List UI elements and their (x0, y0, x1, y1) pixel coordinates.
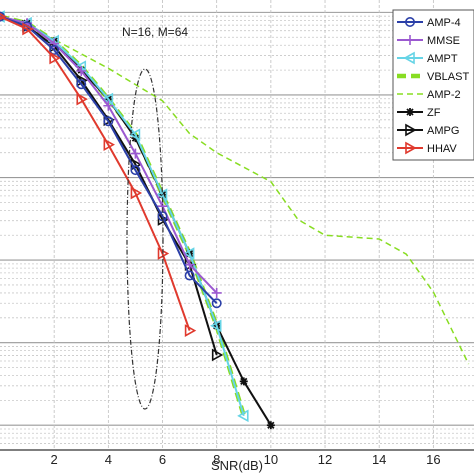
x-tick-label: 12 (318, 452, 332, 467)
legend-label: ZF (427, 107, 441, 119)
data-point-amp-4 (103, 116, 114, 127)
legend-label: HHAV (427, 143, 457, 155)
x-tick-label: 14 (372, 452, 386, 467)
data-point-hhav (0, 12, 7, 21)
legend-item-ampt: AMPT (397, 51, 458, 65)
data-point-zf-dot (241, 379, 246, 384)
legend-item-zf: ZF (397, 107, 441, 119)
data-point-mmse (184, 259, 195, 270)
data-point-amp-4 (130, 165, 141, 176)
data-point-mmse (211, 287, 222, 298)
series-line-hhav (0, 15, 191, 331)
x-tick-labels: 24681012141618 (51, 452, 441, 467)
data-point-ampt (182, 247, 195, 260)
grid (0, 0, 474, 451)
legend-marker (403, 51, 415, 65)
legend-marker (405, 35, 415, 45)
data-point-mmse (76, 66, 87, 77)
legend-item-vblast: VBLAST (397, 71, 469, 83)
legend-marker (405, 123, 417, 137)
data-point-amp-4 (49, 45, 60, 56)
highlight-ellipse (126, 68, 164, 410)
legend-label: AMP-2 (427, 89, 461, 101)
legend-item-hhav: HHAV (397, 141, 457, 155)
legend-label: MMSE (427, 35, 460, 47)
data-point-hhav (130, 186, 143, 200)
data-point-mmse (130, 148, 141, 159)
series-line-amp-4 (0, 15, 218, 304)
legend-label: AMPT (427, 53, 458, 65)
legend-item-mmse: MMSE (397, 35, 460, 47)
series-amp-4 (0, 11, 222, 309)
legend-item-ampg: AMPG (397, 123, 459, 137)
data-point-mmse (103, 100, 114, 111)
series-amp-2 (0, 15, 470, 365)
x-tick-label: 16 (426, 452, 440, 467)
legend-marker (404, 16, 415, 27)
x-tick-label: 4 (105, 452, 112, 467)
data-point-hhav (103, 138, 115, 152)
data-point-ampt (128, 128, 141, 142)
data-point-hhav (184, 324, 197, 337)
legend-marker-dot (407, 109, 413, 115)
legend-label: AMP-4 (427, 17, 461, 29)
data-point-ampg (211, 348, 224, 362)
legend-box (392, 9, 474, 161)
data-point-amp-4 (211, 298, 222, 309)
x-tick-label: 2 (51, 452, 58, 467)
data-point-ampt (237, 409, 249, 423)
data-point-mmse (49, 38, 60, 49)
x-tick-label: 6 (159, 452, 166, 467)
data-point-ampt (210, 319, 222, 333)
data-point-amp-4 (184, 270, 195, 281)
data-point-hhav (76, 92, 88, 106)
legend-label: AMPG (427, 125, 459, 137)
data-point-mmse (0, 11, 5, 22)
series-line-amp-2 (0, 15, 470, 365)
legend-label: VBLAST (427, 71, 469, 83)
x-tick-label: 8 (213, 452, 220, 467)
legend-item-amp-4: AMP-4 (397, 16, 461, 29)
chart-annotation: N=16, M=64 (122, 25, 188, 39)
legend-marker (405, 141, 417, 155)
data-point-hhav (22, 22, 34, 36)
data-point-hhav (49, 51, 61, 65)
legend-item-amp-2: AMP-2 (397, 89, 461, 101)
legend: AMP-4 MMSE AMPT VBLAST AMP-2 ZF AMPG HHAV (392, 9, 474, 161)
data-point-amp-4 (76, 79, 87, 90)
data-point-zf-dot (268, 423, 274, 428)
x-tick-label: 10 (264, 452, 278, 467)
x-axis-label: SNR(dB) (211, 458, 263, 473)
